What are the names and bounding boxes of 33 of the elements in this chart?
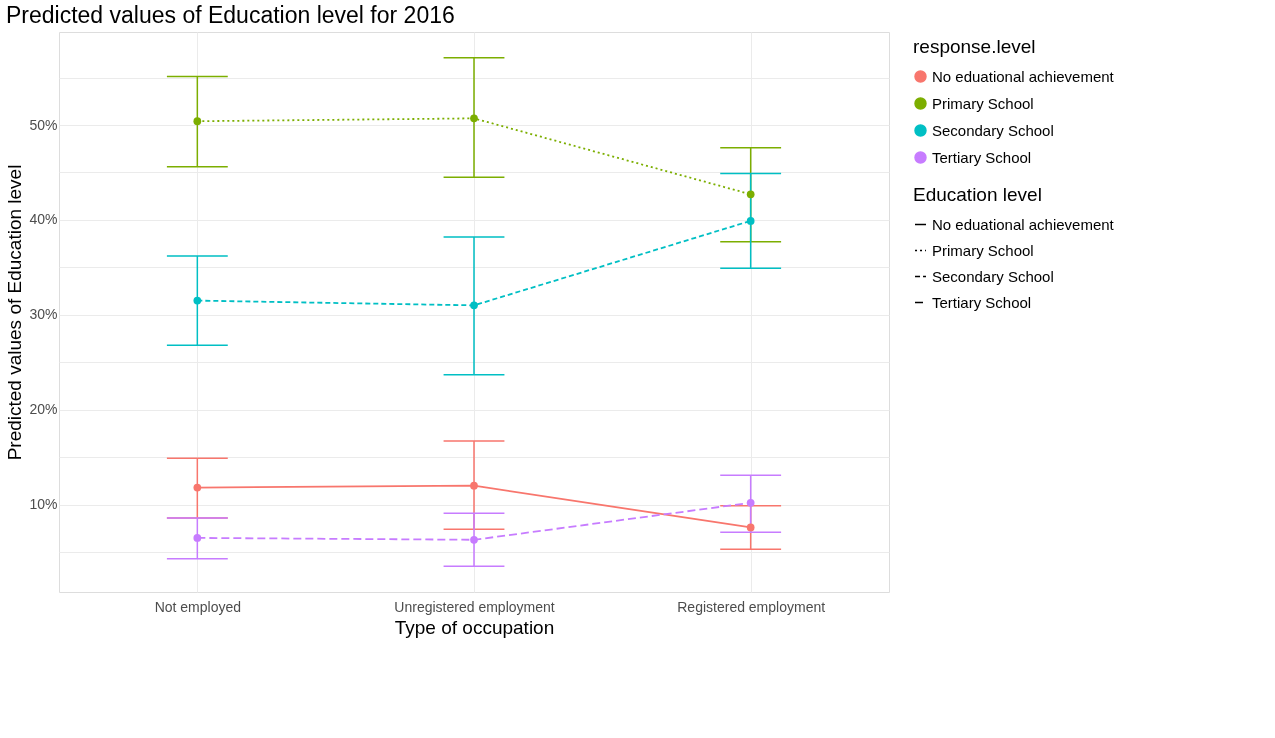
point — [746, 523, 755, 532]
point — [193, 117, 202, 126]
text: Primary School — [932, 241, 1034, 259]
y-tick-label: 10% — [29, 496, 58, 513]
text: Tertiary School — [932, 293, 1032, 311]
point — [193, 296, 202, 305]
point — [470, 114, 478, 123]
point — [193, 534, 202, 542]
point — [746, 498, 755, 507]
y-tick-label: 40% — [29, 211, 58, 228]
x-tick-label: Registered employment — [677, 598, 826, 615]
text: Education level — [913, 184, 1042, 205]
point — [193, 483, 202, 492]
x-axis-title: Type of occupation — [394, 616, 555, 638]
y-axis-title: Predicted values of Education level — [4, 164, 26, 461]
legend-label: Primary School — [932, 94, 1034, 112]
legend-label: Secondary School — [932, 121, 1054, 139]
legend-label: No eduational achievement — [932, 67, 1115, 85]
point — [746, 217, 755, 225]
text: response.level — [913, 36, 1036, 57]
point — [746, 190, 755, 199]
y-tick-label: 20% — [29, 401, 58, 418]
y-tick-label: 50% — [29, 116, 58, 133]
text: Secondary School — [932, 267, 1054, 285]
point — [470, 301, 478, 310]
chart-title: Predicted values of Education level for 2016 — [5, 2, 455, 28]
legend-label: Tertiary School — [932, 148, 1032, 166]
point — [470, 481, 478, 490]
x-tick-label: Unregistered employment — [394, 598, 555, 615]
point — [470, 535, 478, 544]
x-tick-label: Not employed — [154, 598, 242, 615]
text: No eduational achievement — [932, 215, 1114, 233]
y-tick-label: 30% — [29, 306, 58, 323]
